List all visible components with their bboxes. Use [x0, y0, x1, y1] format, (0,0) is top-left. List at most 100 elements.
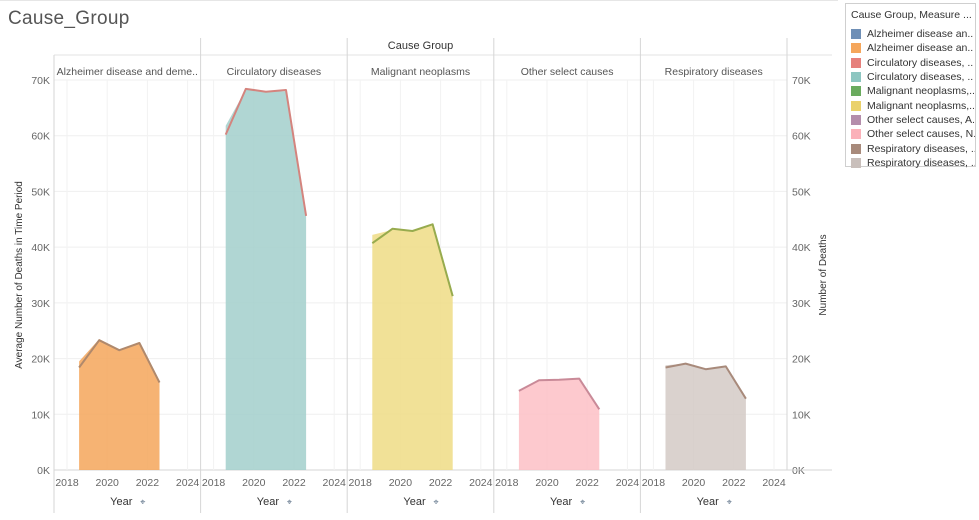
y-tick-label-right: 60K [792, 131, 811, 143]
x-tick-label: 2024 [176, 477, 200, 489]
legend-swatch [851, 57, 861, 68]
x-tick-label: 2018 [55, 477, 79, 489]
x-tick-label: 2018 [202, 477, 226, 489]
x-tick-label: 2022 [722, 477, 746, 489]
line-series [371, 223, 454, 297]
legend-label: Other select causes, N.. [867, 128, 975, 141]
x-tick-label: 2022 [136, 477, 160, 489]
line-series [665, 362, 747, 400]
x-tick-label: 2022 [429, 477, 453, 489]
legend-swatch [851, 157, 861, 168]
panel-header: Malignant neoplasms [371, 66, 470, 78]
area-series [372, 225, 453, 470]
area-series [665, 363, 746, 470]
y-tick-label-right: 40K [792, 242, 811, 254]
legend-item[interactable]: Malignant neoplasms,.. [846, 84, 975, 98]
panel-header: Respiratory diseases [665, 66, 763, 78]
y-axis-title-left: Average Number of Deaths in Time Period [14, 181, 25, 369]
y-tick-label-right: 0K [792, 465, 805, 477]
x-axis-title: Year [110, 496, 133, 508]
pin-icon: ⌖ [727, 497, 732, 507]
x-axis-title: Year [257, 496, 280, 508]
legend-swatch [851, 143, 861, 154]
legend-swatch [851, 129, 861, 140]
legend-item[interactable]: Other select causes, N.. [846, 127, 975, 141]
x-tick-label: 2024 [323, 477, 347, 489]
legend-label: Respiratory diseases, .. [867, 142, 975, 155]
legend-item[interactable]: Circulatory diseases, .. [846, 56, 975, 70]
x-tick-label: 2018 [642, 477, 666, 489]
panel-header: Alzheimer disease and deme.. [57, 66, 198, 78]
legend[interactable]: Cause Group, Measure ... Alzheimer disea… [845, 3, 976, 170]
legend-label: Alzheimer disease an.. [867, 42, 974, 55]
pin-icon: ⌖ [287, 497, 292, 507]
legend-item[interactable]: Malignant neoplasms,.. [846, 98, 975, 112]
y-tick-label-right: 30K [792, 298, 811, 310]
y-tick-label: 30K [31, 298, 50, 310]
legend-swatch [851, 114, 861, 125]
y-axis-title-right: Number of Deaths [818, 234, 829, 315]
y-tick-label-right: 10K [792, 409, 811, 421]
x-tick-label: 2024 [616, 477, 640, 489]
y-tick-label: 60K [31, 131, 50, 143]
legend-label: Malignant neoplasms,.. [867, 85, 975, 98]
legend-item[interactable]: Respiratory diseases, .. [846, 141, 975, 155]
x-tick-label: 2024 [762, 477, 786, 489]
x-tick-label: 2024 [469, 477, 493, 489]
area-series [518, 379, 600, 470]
legend-item[interactable]: Alzheimer disease an.. [846, 27, 975, 41]
page-title: Cause_Group [8, 8, 130, 29]
top-border [0, 0, 838, 1]
legend-title: Cause Group, Measure ... [851, 9, 972, 21]
x-tick-label: 2018 [495, 477, 519, 489]
pin-icon: ⌖ [580, 497, 585, 507]
line-series [78, 339, 161, 383]
x-axis-title: Year [550, 496, 573, 508]
pin-icon: ⌖ [140, 497, 145, 507]
x-tick-label: 2020 [682, 477, 706, 489]
x-tick-label: 2020 [242, 477, 266, 489]
y-tick-label-right: 70K [792, 75, 811, 87]
x-tick-label: 2020 [389, 477, 413, 489]
legend-label: Malignant neoplasms,.. [867, 99, 975, 112]
legend-label: Other select causes, A.. [867, 113, 975, 126]
pin-icon: ⌖ [434, 497, 439, 507]
legend-item[interactable]: Alzheimer disease an.. [846, 41, 975, 55]
y-tick-label: 40K [31, 242, 50, 254]
legend-item[interactable]: Other select causes, A.. [846, 113, 975, 127]
y-tick-label-right: 20K [792, 354, 811, 366]
legend-label: Respiratory diseases, .. [867, 156, 975, 169]
legend-label: Circulatory diseases, .. [867, 56, 974, 69]
area-series [79, 339, 160, 470]
legend-swatch [851, 43, 861, 54]
line-series [224, 87, 308, 217]
y-tick-label: 0K [37, 465, 50, 477]
legend-label: Circulatory diseases, .. [867, 71, 974, 84]
legend-label: Alzheimer disease an.. [867, 28, 974, 41]
y-tick-label: 10K [31, 409, 50, 421]
y-tick-label-right: 50K [792, 186, 811, 198]
panel-header: Other select causes [521, 66, 614, 78]
y-tick-label: 70K [31, 75, 50, 87]
x-tick-label: 2022 [576, 477, 600, 489]
legend-swatch [851, 86, 861, 97]
column-header: Cause Group [388, 40, 453, 52]
x-tick-label: 2020 [96, 477, 120, 489]
x-tick-label: 2020 [535, 477, 559, 489]
legend-items: Alzheimer disease an.. Alzheimer disease … [846, 27, 975, 170]
y-tick-label: 50K [31, 186, 50, 198]
legend-swatch [851, 29, 861, 40]
x-tick-label: 2018 [349, 477, 373, 489]
legend-item[interactable]: Circulatory diseases, .. [846, 70, 975, 84]
panel-header: Circulatory diseases [227, 66, 322, 78]
area-chart: Cause Group 0K 0K 10K 10K 20K 20K 30K 30K 40K 40K 5… [14, 38, 832, 513]
y-tick-label: 20K [31, 354, 50, 366]
legend-swatch [851, 100, 861, 111]
x-axis-title: Year [403, 496, 426, 508]
legend-item[interactable]: Respiratory diseases, .. [846, 156, 975, 170]
x-axis-title: Year [697, 496, 720, 508]
area-series [225, 89, 307, 470]
legend-swatch [851, 72, 861, 83]
x-tick-label: 2022 [282, 477, 306, 489]
line-series [518, 377, 601, 410]
